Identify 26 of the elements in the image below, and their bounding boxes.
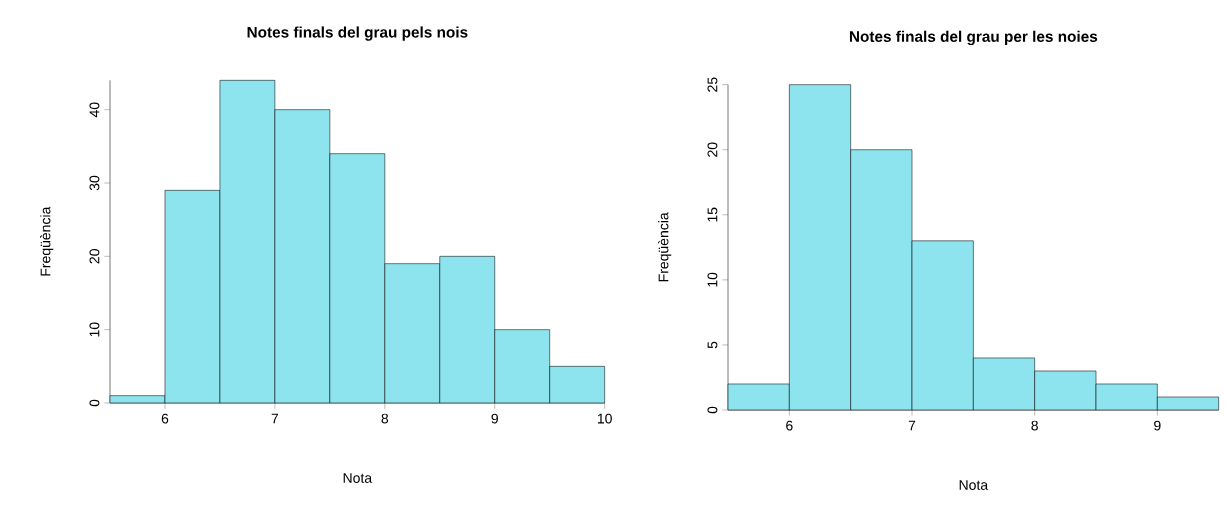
x-axis-title: Nota — [343, 473, 373, 483]
y-tick-label: 40 — [89, 102, 100, 118]
y-tick-label: 0 — [707, 406, 718, 414]
y-tick-label: 15 — [707, 207, 718, 222]
x-tick-label: 7 — [908, 420, 916, 431]
y-axis-title: Freqüència — [657, 212, 672, 282]
y-axis-title: Freqüència — [39, 206, 54, 276]
x-tick-label: 7 — [271, 413, 279, 424]
y-tick-label: 0 — [89, 399, 100, 407]
x-tick-label: 8 — [381, 413, 389, 424]
x-tick-label: 8 — [1031, 420, 1038, 431]
y-tick-label: 10 — [89, 322, 100, 337]
x-tick-label: 10 — [597, 413, 612, 424]
x-axis-title: Nota — [959, 480, 989, 490]
y-tick-label: 5 — [707, 341, 718, 349]
y-tick-label: 20 — [707, 142, 718, 157]
y-tick-label: 25 — [707, 77, 718, 92]
x-tick-label: 9 — [491, 413, 498, 424]
chart-title: Notes finals del grau per les noies — [849, 30, 1098, 46]
y-tick-label: 10 — [707, 272, 718, 287]
y-tick-label: 20 — [89, 249, 100, 264]
x-tick-label: 6 — [161, 413, 169, 424]
chart-title: Notes finals del grau pels nois — [247, 26, 468, 41]
x-tick-label: 9 — [1154, 420, 1161, 431]
y-tick-label: 30 — [89, 175, 100, 191]
x-tick-label: 6 — [786, 420, 793, 431]
